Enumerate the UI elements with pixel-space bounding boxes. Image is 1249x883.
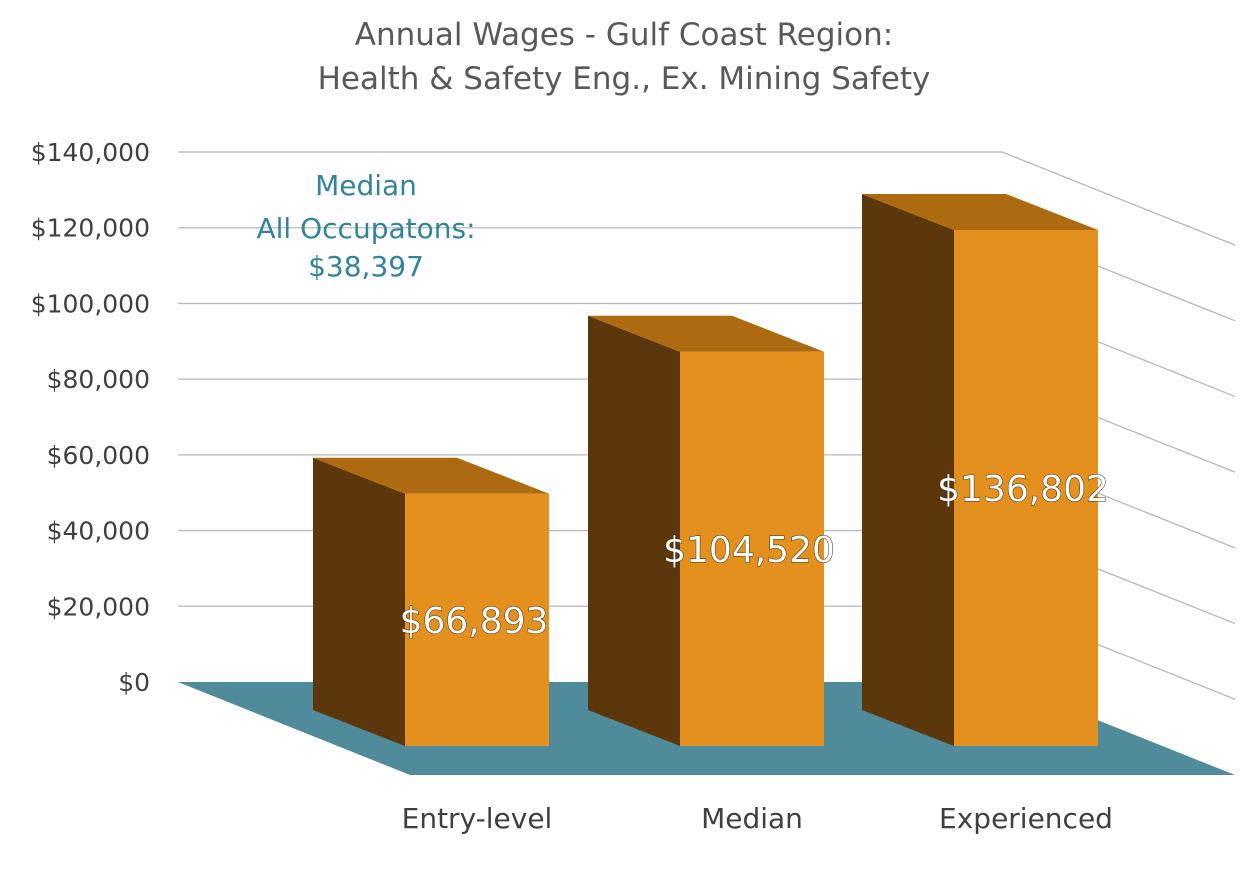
bar: $66,893 <box>313 457 549 746</box>
y-tick-label: $60,000 <box>47 441 150 470</box>
annotation-line-1: Median <box>315 169 417 202</box>
bar-side <box>862 194 954 746</box>
annotation-line-2: All Occupatons: <box>257 212 476 245</box>
y-tick-label: $120,000 <box>31 214 150 243</box>
bar-front <box>680 351 824 746</box>
chart-title-line-1: Annual Wages - Gulf Coast Region: <box>355 17 893 53</box>
x-category-label: Median <box>701 802 803 835</box>
y-axis-ticks: $0 $20,000 $40,000 $60,000 $80,000 $100,000 $1… <box>31 138 150 697</box>
bar: $136,802 <box>862 194 1109 746</box>
bar-side <box>313 457 405 746</box>
category-labels: Entry-level Median Experienced <box>402 802 1113 835</box>
y-tick-label: $0 <box>118 668 150 697</box>
bar: $104,520 <box>588 315 835 746</box>
bar-top <box>862 194 1098 230</box>
bars: $66,893 $104,520 $136,802 <box>313 194 1109 746</box>
y-tick-label: $20,000 <box>47 592 150 621</box>
bar-front <box>405 493 549 746</box>
gridline-side <box>1001 151 1236 246</box>
x-category-label: Experienced <box>939 802 1113 835</box>
y-tick-label: $100,000 <box>31 289 150 318</box>
y-tick-label: $40,000 <box>47 517 150 546</box>
data-label: $136,802 <box>937 469 1109 510</box>
x-category-label: Entry-level <box>402 802 553 835</box>
bar-top <box>313 457 549 494</box>
y-tick-label: $140,000 <box>31 138 150 167</box>
bar-front <box>954 230 1098 746</box>
bar-top <box>588 315 824 352</box>
bar-side <box>588 315 680 746</box>
annotation-line-3: $38,397 <box>308 250 424 283</box>
chart-title-line-2: Health & Safety Eng., Ex. Mining Safety <box>318 61 931 97</box>
data-label: $104,520 <box>663 530 835 571</box>
data-label: $66,893 <box>400 601 549 642</box>
y-tick-label: $80,000 <box>47 365 150 394</box>
